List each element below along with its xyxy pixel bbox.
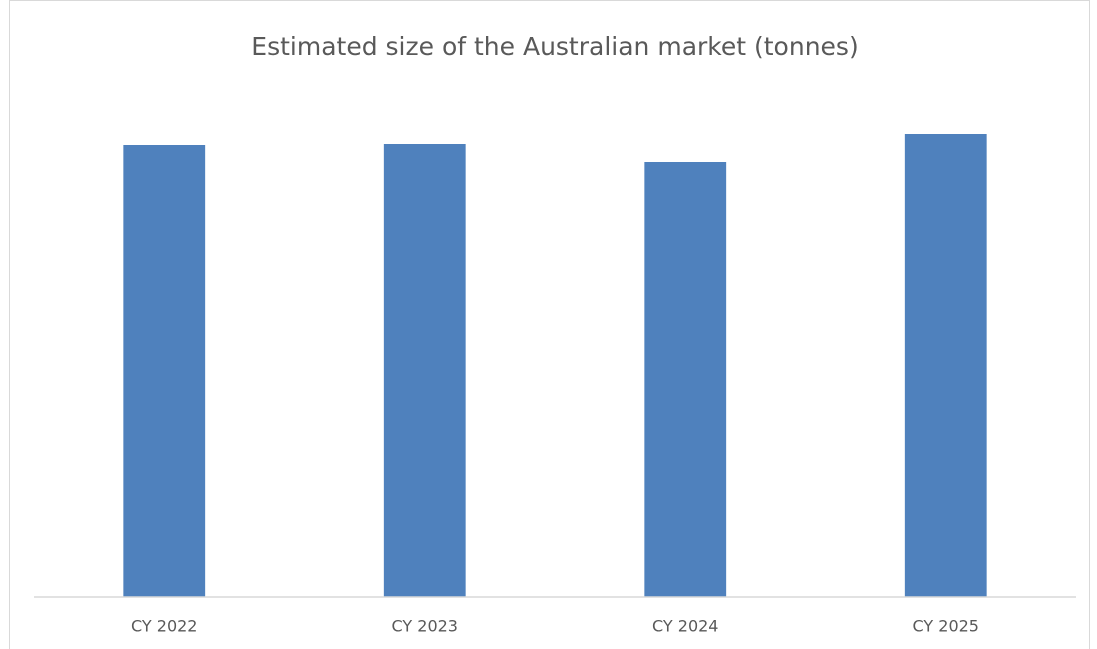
x-tick-label: CY 2022 (131, 617, 197, 636)
bar (904, 134, 987, 597)
x-tick-label: CY 2024 (652, 617, 718, 636)
x-tick-label: CY 2023 (392, 617, 458, 636)
x-tick-label: CY 2025 (913, 617, 979, 636)
bar (123, 145, 206, 597)
bar (644, 162, 727, 597)
bar (383, 144, 466, 597)
chart-title: Estimated size of the Australian market … (251, 32, 858, 61)
